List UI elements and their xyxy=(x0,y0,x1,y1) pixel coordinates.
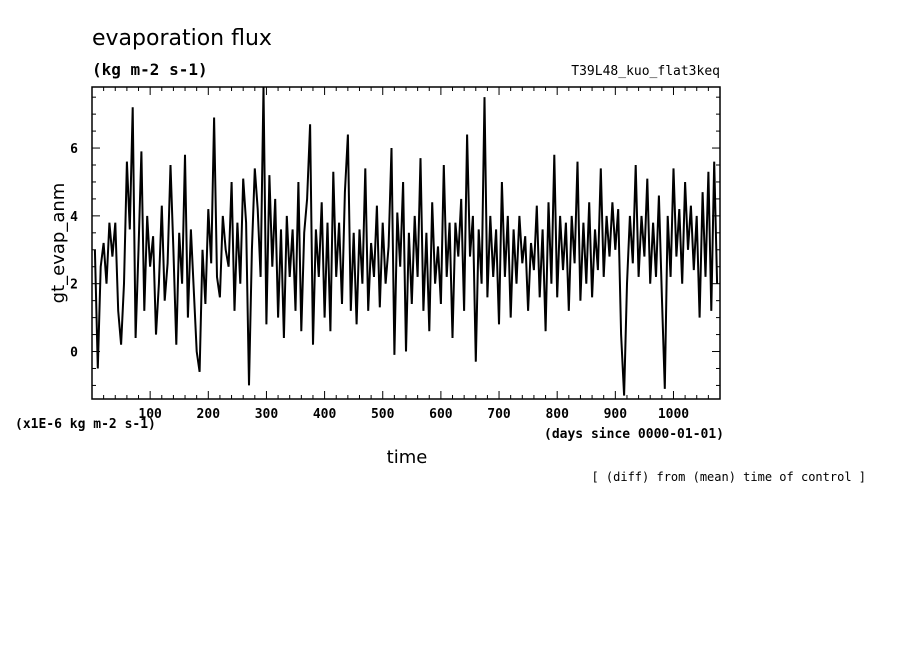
y-tick-label: 2 xyxy=(70,278,78,293)
x-tick-label: 1000 xyxy=(658,407,689,422)
comparison-note: [ (diff) from (mean) time of control ] xyxy=(591,470,866,484)
x-tick-label: 100 xyxy=(138,407,162,422)
x-tick-label: 900 xyxy=(604,407,628,422)
x-tick-label: 200 xyxy=(197,407,221,422)
y-tick-label: 0 xyxy=(70,346,78,361)
x-axis-unit: (days since 0000-01-01) xyxy=(544,427,724,442)
run-name: T39L48_kuo_flat3keq xyxy=(571,64,720,79)
x-axis-label: time xyxy=(387,447,428,468)
x-tick-label: 400 xyxy=(313,407,337,422)
x-tick-label: 300 xyxy=(255,407,279,422)
x-tick-label: 600 xyxy=(429,407,453,422)
y-axis-label: gt_evap_anm xyxy=(48,183,69,304)
chart-units: (kg m-2 s-1) xyxy=(92,60,208,79)
y-tick-label: 4 xyxy=(70,210,78,225)
x-tick-label: 700 xyxy=(487,407,511,422)
y-tick-label: 6 xyxy=(70,142,78,157)
x-tick-label: 800 xyxy=(545,407,569,422)
chart-title: evaporation flux xyxy=(92,26,272,51)
x-tick-label: 500 xyxy=(371,407,395,422)
series-line xyxy=(93,86,719,396)
y-scale-note: (x1E-6 kg m-2 s-1) xyxy=(15,417,156,432)
axis-tick-labels: 100 200 300 400 500 600 700 800 900 1000 0 2 4 6 xyxy=(70,142,689,422)
